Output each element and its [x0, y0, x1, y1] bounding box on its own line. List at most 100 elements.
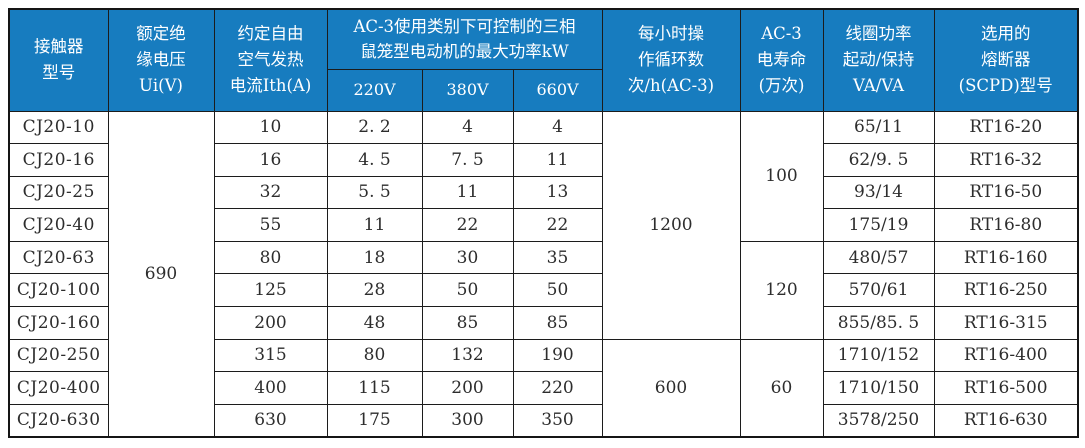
header-kw-220v: 220V [326, 68, 423, 112]
cell-fuse: RT16-630 [933, 403, 1079, 438]
cell-ith: 16 [213, 143, 328, 177]
table-row: CJ20-630 630 175 300 350 3578/250 RT16-6… [8, 403, 1079, 438]
cell-coil: 3578/250 [822, 403, 935, 438]
cell-coil: 855/85. 5 [822, 306, 935, 340]
cell-fuse: RT16-32 [933, 143, 1079, 177]
cell-coil: 1710/152 [822, 338, 935, 373]
cell-kw220: 175 [326, 403, 423, 438]
cell-kw380: 11 [421, 175, 514, 210]
cell-fuse: RT16-250 [933, 273, 1079, 308]
cell-kw660: 22 [512, 208, 603, 242]
cell-kw220: 4. 5 [326, 143, 423, 177]
cell-kw380: 22 [421, 208, 514, 242]
header-kw-group: AC-3使用类别下可控制的三相 鼠笼型电动机的最大功率kW [326, 8, 603, 70]
table-row: CJ20-100 125 28 50 50 570/61 RT16-250 [8, 273, 1079, 308]
cell-kw660: 4 [512, 110, 603, 145]
cell-ith: 80 [213, 240, 328, 275]
cell-kw660: 350 [512, 403, 603, 438]
cell-cycles-1200: 1200 [601, 110, 741, 340]
cell-model: CJ20-400 [8, 371, 109, 405]
cell-kw660: 220 [512, 371, 603, 405]
cell-model: CJ20-16 [8, 143, 109, 177]
cell-ith: 55 [213, 208, 328, 242]
header-thermal-current: 约定自由 空气发热 电流Ith(A) [213, 8, 328, 112]
header-kw-380v: 380V [421, 68, 514, 112]
table-row: CJ20-16 16 4. 5 7. 5 11 62/9. 5 RT16-32 [8, 143, 1079, 177]
cell-ith: 32 [213, 175, 328, 210]
cell-kw220: 5. 5 [326, 175, 423, 210]
cell-model: CJ20-250 [8, 338, 109, 373]
cell-fuse: RT16-80 [933, 208, 1079, 242]
cell-life-120: 120 [739, 240, 824, 340]
cell-fuse: RT16-500 [933, 371, 1079, 405]
contactor-spec-table: 接触器 型号 额定绝 缘电压 Ui(V) 约定自由 空气发热 电流Ith(A) … [8, 8, 1079, 438]
cell-coil: 1710/150 [822, 371, 935, 405]
cell-model: CJ20-100 [8, 273, 109, 308]
cell-model: CJ20-40 [8, 208, 109, 242]
cell-kw380: 300 [421, 403, 514, 438]
cell-kw660: 85 [512, 306, 603, 340]
table-row: CJ20-25 32 5. 5 11 13 93/14 RT16-50 [8, 175, 1079, 210]
cell-kw660: 190 [512, 338, 603, 373]
cell-ith: 315 [213, 338, 328, 373]
header-fuse-type: 选用的 熔断器 (SCPD)型号 [933, 8, 1079, 112]
cell-coil: 175/19 [822, 208, 935, 242]
cell-kw220: 80 [326, 338, 423, 373]
cell-kw220: 18 [326, 240, 423, 275]
cell-kw660: 11 [512, 143, 603, 177]
header-electrical-life: AC-3 电寿命 (万次) [739, 8, 824, 112]
cell-model: CJ20-10 [8, 110, 109, 145]
table-row: CJ20-400 400 115 200 220 1710/150 RT16-5… [8, 371, 1079, 405]
cell-life-60: 60 [739, 338, 824, 438]
cell-coil: 62/9. 5 [822, 143, 935, 177]
cell-kw220: 48 [326, 306, 423, 340]
header-coil-power: 线圈功率 起动/保持 VA/VA [822, 8, 935, 112]
header-insulation-voltage: 额定绝 缘电压 Ui(V) [107, 8, 215, 112]
header-row-top: 接触器 型号 额定绝 缘电压 Ui(V) 约定自由 空气发热 电流Ith(A) … [8, 8, 1079, 112]
table-body: CJ20-10 690 10 2. 2 4 4 1200 100 65/11 R… [8, 110, 1079, 438]
cell-model: CJ20-63 [8, 240, 109, 275]
cell-kw220: 2. 2 [326, 110, 423, 145]
cell-coil: 480/57 [822, 240, 935, 275]
cell-ith: 400 [213, 371, 328, 405]
cell-fuse: RT16-400 [933, 338, 1079, 373]
cell-kw380: 30 [421, 240, 514, 275]
table-row: CJ20-40 55 11 22 22 175/19 RT16-80 [8, 208, 1079, 242]
header-row-sub: 220V 380V 660V [9, 68, 1078, 112]
cell-fuse: RT16-315 [933, 306, 1079, 340]
cell-model: CJ20-160 [8, 306, 109, 340]
cell-kw220: 115 [326, 371, 423, 405]
cell-kw660: 35 [512, 240, 603, 275]
header-model: 接触器 型号 [8, 8, 109, 112]
cell-insulation-voltage: 690 [107, 110, 215, 438]
cell-model: CJ20-25 [8, 175, 109, 210]
cell-kw220: 11 [326, 208, 423, 242]
cell-ith: 10 [213, 110, 328, 145]
cell-fuse: RT16-160 [933, 240, 1079, 275]
cell-kw660: 50 [512, 273, 603, 308]
cell-ith: 200 [213, 306, 328, 340]
cell-fuse: RT16-20 [933, 110, 1079, 145]
cell-kw380: 132 [421, 338, 514, 373]
cell-ith: 125 [213, 273, 328, 308]
table-header: 接触器 型号 额定绝 缘电压 Ui(V) 约定自由 空气发热 电流Ith(A) … [8, 8, 1079, 112]
cell-kw380: 85 [421, 306, 514, 340]
cell-coil: 65/11 [822, 110, 935, 145]
cell-kw220: 28 [326, 273, 423, 308]
cell-kw660: 13 [512, 175, 603, 210]
header-kw-660v: 660V [512, 68, 603, 112]
cell-life-100: 100 [739, 110, 824, 242]
cell-model: CJ20-630 [8, 403, 109, 438]
cell-coil: 93/14 [822, 175, 935, 210]
table-row: CJ20-250 315 80 132 190 600 60 1710/152 … [8, 338, 1079, 438]
cell-fuse: RT16-50 [933, 175, 1079, 210]
cell-cycles-600: 600 [601, 338, 741, 438]
table-row: CJ20-10 690 10 2. 2 4 4 1200 100 65/11 R… [8, 110, 1079, 438]
cell-coil: 570/61 [822, 273, 935, 308]
cell-kw380: 200 [421, 371, 514, 405]
header-cycles-per-hour: 每小时操 作循环数 次/h(AC-3) [601, 8, 741, 112]
cell-kw380: 50 [421, 273, 514, 308]
cell-kw380: 7. 5 [421, 143, 514, 177]
cell-kw380: 4 [421, 110, 514, 145]
cell-ith: 630 [213, 403, 328, 438]
